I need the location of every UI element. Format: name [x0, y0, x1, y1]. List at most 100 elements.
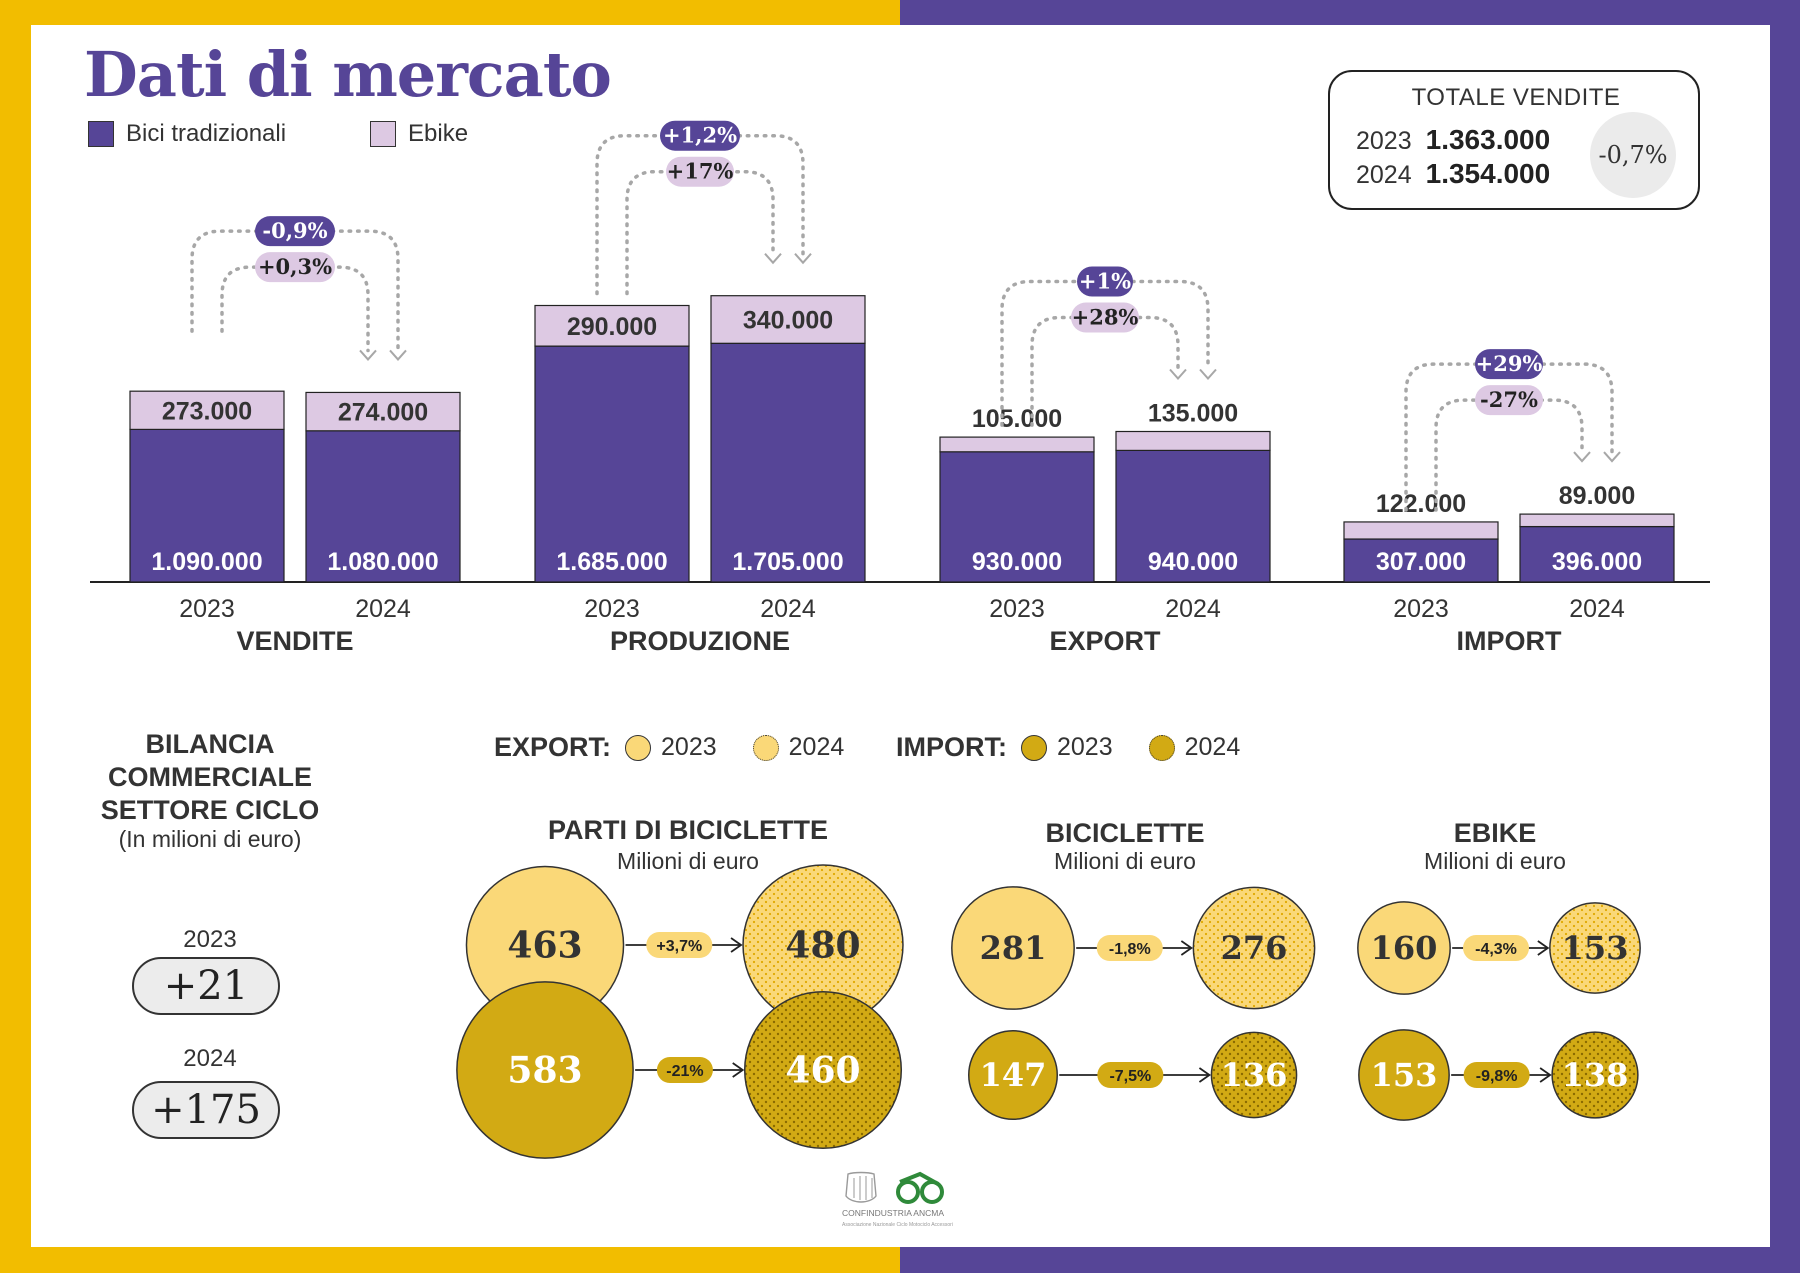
circle-import-2023: [456, 981, 634, 1159]
legend-label-ebike: Ebike: [408, 120, 469, 147]
tick-label-year: 2024: [355, 595, 411, 623]
legend-label-traditional: Bici tradizionali: [126, 120, 287, 147]
bar-ebike-vendite-2023: [129, 390, 285, 430]
circle-legend-export-2023-dot: [625, 734, 652, 761]
circle-value-import-2023: 153: [1371, 1056, 1438, 1094]
circle-group-subtitle-parti: Milioni di euro: [617, 848, 759, 874]
change-label-export: -1,8%: [1109, 941, 1151, 958]
arrowhead-icon: [1169, 368, 1187, 381]
circle-legend-import-2024: 2024: [1184, 733, 1241, 761]
bilancia-year-2024: 2024: [183, 1045, 237, 1072]
arrowhead-icon: [359, 349, 377, 361]
group-label: EXPORT: [1049, 626, 1161, 656]
bar-ebike-import-2024: [1519, 513, 1675, 528]
circle-value-import-2024: 136: [1221, 1056, 1288, 1094]
bar-ebike-export-2023: [939, 436, 1095, 453]
bar-ebike-export-2024: [1115, 430, 1271, 451]
arrowhead-icon: [1539, 1067, 1552, 1083]
totale-change-badge: -0,7%: [1590, 112, 1676, 198]
arrowhead-icon: [1537, 940, 1550, 956]
bilancia-subtitle: (In milioni di euro): [118, 826, 302, 852]
change-label-traditional: +1,2%: [663, 123, 737, 148]
change-pill-traditional: [660, 120, 740, 151]
arrowhead-icon: [732, 1062, 745, 1078]
circle-group-subtitle-biciclette: Milioni di euro: [1054, 848, 1196, 874]
change-label-import: -7,5%: [1109, 1068, 1151, 1085]
logo-tagline: Associazione Nazionale Ciclo Motociclo A…: [842, 1222, 953, 1228]
logo-name: CONFINDUSTRIA ANCMA: [842, 1208, 944, 1218]
bar-label-traditional: 940.000: [1148, 548, 1238, 576]
totale-year-2024: 2024: [1356, 161, 1412, 189]
circle-export-2024: [1192, 886, 1316, 1010]
change-pill-export: [1463, 935, 1530, 961]
bar-label-ebike: 89.000: [1559, 482, 1635, 510]
circle-import-2024: [743, 990, 903, 1150]
bilancia-title-line-1: BILANCIA: [145, 729, 275, 759]
tick-label-year: 2024: [1165, 595, 1221, 623]
change-pill-ebike: [1071, 302, 1139, 333]
change-pill-traditional: [1077, 266, 1133, 297]
circle-value-import-2024: 460: [785, 1050, 860, 1092]
bar-label-traditional: 396.000: [1552, 548, 1642, 576]
circle-legend-import-2023: 2023: [1057, 733, 1113, 761]
group-label: PRODUZIONE: [610, 626, 790, 656]
change-label-ebike: +17%: [667, 159, 734, 184]
legend-swatch-traditional: [88, 121, 114, 147]
bar-label-traditional: 1.080.000: [327, 548, 438, 576]
change-label-export: +3,7%: [656, 938, 702, 955]
bar-traditional-export-2023: [939, 451, 1095, 583]
arrowhead-icon: [389, 349, 407, 361]
arrowhead-icon: [764, 253, 782, 265]
circle-legend-export: EXPORT: 2023 2024: [494, 732, 844, 763]
totale-vendite-title: TOTALE VENDITE: [1411, 84, 1621, 111]
tick-label-year: 2023: [584, 595, 640, 623]
arrowhead-icon: [1199, 368, 1217, 381]
tick-label-year: 2023: [179, 595, 235, 623]
totale-value-2023: 1.363.000: [1425, 124, 1551, 155]
bubble-chart: 463 480 +3,7% 583 460 -21% 281 276 -1,8% 147 136 -7…: [456, 864, 1641, 1159]
bilancia-value-2024: +175: [132, 1081, 280, 1139]
confindustria-ancma-logo: CONFINDUSTRIA ANCMA Associazione Naziona…: [840, 1170, 970, 1237]
totale-year-2023: 2023: [1356, 127, 1412, 155]
bar-label-traditional: 307.000: [1376, 548, 1466, 576]
circle-group-title-ebike: EBIKE: [1453, 818, 1537, 848]
change-label-traditional: -0,9%: [262, 218, 327, 243]
bar-label-ebike: 273.000: [162, 397, 252, 425]
change-pill-ebike: [666, 156, 734, 187]
circle-value-export-2023: 463: [507, 925, 582, 967]
change-label-traditional: +29%: [1476, 351, 1543, 376]
change-pill-traditional: [255, 216, 335, 247]
circle-group-title-parti: PARTI DI BICICLETTE: [548, 815, 828, 845]
change-pill-traditional: [1475, 349, 1543, 380]
arrowhead-icon: [1180, 940, 1193, 956]
group-label: IMPORT: [1457, 626, 1563, 656]
totale-row-2024: 2024 1.354.000: [1356, 158, 1550, 190]
circle-group-title-biciclette: BICICLETTE: [1045, 818, 1205, 848]
bar-label-traditional: 930.000: [972, 548, 1062, 576]
arrowhead-icon: [1573, 451, 1591, 463]
tick-label-year: 2023: [1393, 595, 1449, 623]
circle-export-2023: [951, 886, 1075, 1010]
arrowhead-icon: [730, 937, 743, 953]
circle-import-2024: [1210, 1031, 1298, 1119]
bar-label-ebike: 122.000: [1376, 490, 1466, 518]
circle-export-2023: [1357, 901, 1451, 995]
circle-legend-export-label: EXPORT:: [494, 732, 612, 762]
circle-legend-export-2023: 2023: [661, 733, 717, 761]
circle-legend-import-2023-dot: [1021, 734, 1047, 761]
bar-label-traditional: 1.705.000: [732, 548, 843, 576]
change-label-import: -9,8%: [1476, 1068, 1518, 1085]
bar-traditional-produzione-2024: [710, 342, 866, 583]
circle-legend-import: IMPORT: 2023 2024: [896, 732, 1240, 763]
circle-group-subtitle-ebike: Milioni di euro: [1424, 848, 1566, 874]
circle-value-export-2024: 276: [1221, 929, 1288, 967]
circle-value-export-2024: 480: [785, 925, 860, 967]
change-label-traditional: +1%: [1079, 269, 1131, 294]
tick-label-year: 2024: [1569, 595, 1625, 623]
circle-legend-export-2024: 2024: [788, 733, 845, 761]
bar-label-ebike: 135.000: [1148, 400, 1238, 428]
totale-vendite-box: TOTALE VENDITE 2023 1.363.000 2024 1.354.0…: [1328, 70, 1700, 210]
stacked-bar-chart: 1.090.000 273.000 2023 1.080.000 274.000 2024…: [90, 120, 1710, 656]
change-label-import: -21%: [666, 1063, 703, 1080]
